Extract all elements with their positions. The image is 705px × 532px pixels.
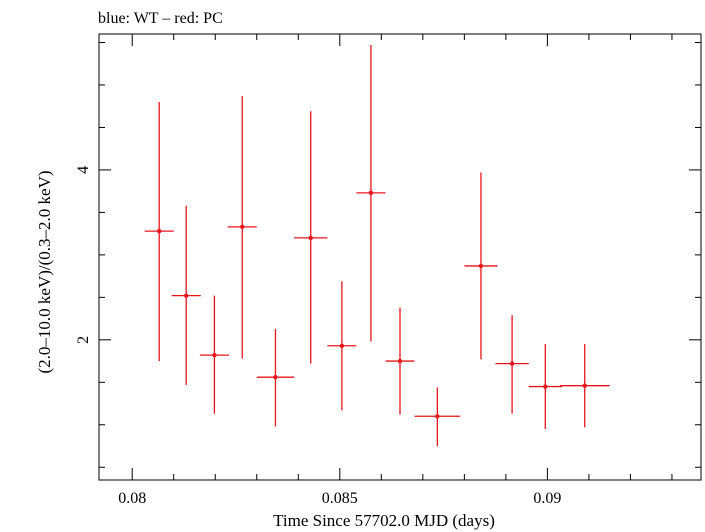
data-marker (478, 263, 484, 269)
data-marker (397, 358, 403, 364)
data-marker (240, 224, 245, 230)
data-point (199, 295, 229, 414)
data-point (528, 344, 562, 430)
data-point (414, 387, 461, 447)
data-marks (144, 45, 610, 447)
data-marker (509, 361, 515, 366)
data-point (559, 344, 610, 428)
plot-frame (98, 33, 702, 481)
data-point (256, 328, 295, 427)
data-marker (183, 293, 189, 298)
data-marker (435, 414, 440, 419)
x-axis-label: Time Since 57702.0 MJD (days) (273, 511, 495, 530)
data-marker (368, 190, 374, 196)
data-point (385, 307, 415, 415)
data-marker (157, 228, 162, 234)
data-point (356, 45, 386, 342)
data-marker (339, 343, 345, 348)
y-tick-label: 2 (75, 336, 92, 344)
chart-title: blue: WT – red: PC (98, 10, 223, 27)
x-tick-label: 0.09 (533, 490, 561, 507)
data-marker (582, 383, 587, 388)
data-point (171, 205, 201, 385)
axis-ticks (99, 34, 701, 480)
data-point (227, 96, 257, 359)
data-point (294, 111, 328, 364)
data-point (495, 315, 529, 414)
data-point (327, 281, 357, 411)
data-marker (212, 352, 217, 358)
data-point (464, 172, 498, 360)
x-tick-label: 0.085 (322, 490, 358, 507)
data-marker (273, 375, 278, 380)
y-axis-label: (2.0–10.0 keV)/(0.3–2.0 keV) (35, 170, 54, 373)
y-tick-label: 4 (75, 166, 92, 174)
data-marker (308, 235, 313, 241)
data-point (144, 101, 174, 362)
tick-labels: 0.08 0.085 0.09 2 4 (75, 166, 561, 507)
x-tick-label: 0.08 (118, 490, 146, 507)
data-marker (543, 384, 548, 389)
